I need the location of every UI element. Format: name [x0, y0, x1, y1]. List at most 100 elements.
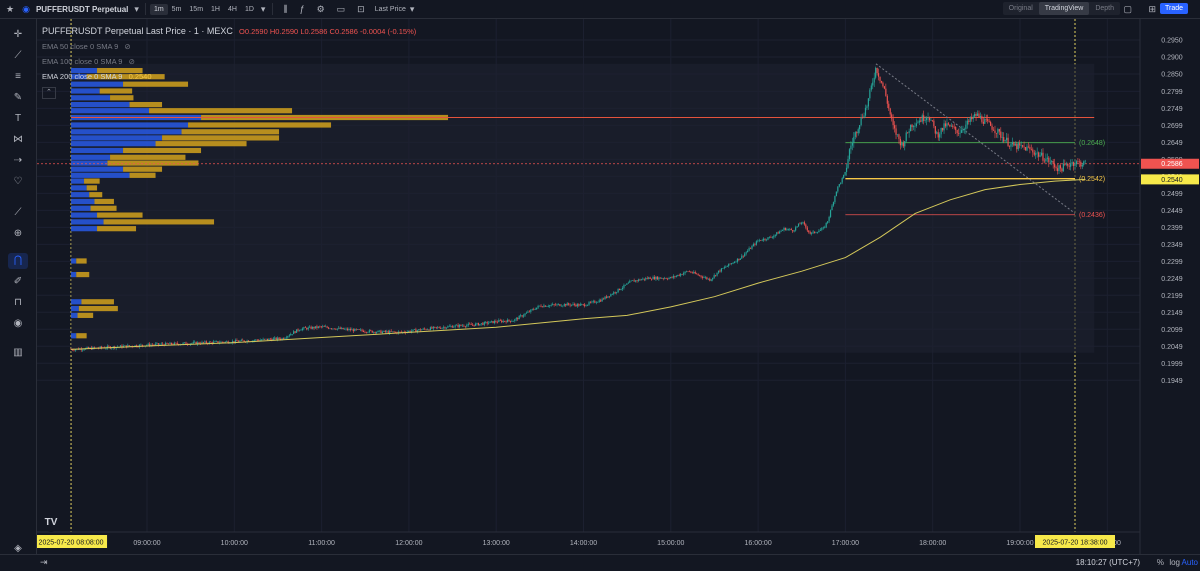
- candle-body: [454, 325, 456, 327]
- timeframe-1m[interactable]: 1m: [149, 3, 168, 15]
- candle-body: [415, 329, 417, 332]
- candles: [70, 66, 1086, 352]
- timeframe-1d[interactable]: 1D: [244, 5, 254, 13]
- candle-body: [447, 326, 449, 328]
- vp-bar-down: [110, 154, 186, 160]
- trash-icon[interactable]: ▥: [13, 347, 23, 358]
- candle-body: [602, 298, 605, 300]
- candle-body: [93, 347, 95, 348]
- settings-icon[interactable]: ⚙: [316, 4, 325, 14]
- pattern-icon[interactable]: ⋈: [13, 134, 23, 145]
- percent-toggle[interactable]: %: [1156, 558, 1164, 567]
- eye-off-icon[interactable]: ⊘: [128, 57, 135, 66]
- magnet-icon[interactable]: ⋂: [8, 253, 28, 269]
- candle-body: [290, 334, 292, 336]
- candle-body: [1017, 143, 1019, 150]
- price-source-dropdown[interactable]: Last Price: [374, 5, 406, 13]
- timeframe-1h[interactable]: 1H: [211, 5, 220, 13]
- volume-profile: [71, 67, 449, 339]
- candle-body: [1042, 152, 1044, 161]
- candle-body: [153, 344, 155, 346]
- log-toggle[interactable]: log: [1169, 558, 1180, 567]
- clock: 18:10:27 (UTC+7): [1075, 558, 1140, 567]
- candle-body: [685, 271, 688, 273]
- tab-tradingview[interactable]: TradingView: [1038, 2, 1090, 15]
- timeframe-15m[interactable]: 15m: [189, 5, 204, 13]
- collapse-legend-icon[interactable]: ⌃: [42, 87, 56, 99]
- vp-bar-up: [71, 219, 104, 225]
- candle-body: [959, 132, 961, 134]
- time-tick-label: 15:00:00: [657, 540, 684, 547]
- time-axis[interactable]: 09:00:00 10:00:00 11:00:00 12:00:00 13:00:00…: [35, 531, 1140, 548]
- candle-body: [840, 182, 842, 185]
- candle-body: [944, 123, 947, 127]
- candle-body: [790, 228, 792, 231]
- candle-body: [965, 124, 967, 130]
- candle-body: [373, 331, 375, 333]
- calendar-icon[interactable]: ⇥: [40, 557, 48, 567]
- ruler-icon[interactable]: ⟋: [14, 207, 22, 218]
- layout-grid-icon[interactable]: ⊞: [1148, 4, 1156, 14]
- candle-body: [939, 134, 941, 138]
- auto-toggle[interactable]: Auto: [1181, 558, 1198, 567]
- candle-body: [940, 127, 942, 135]
- candle-body: [729, 263, 731, 265]
- heart-icon[interactable]: ♡: [13, 176, 23, 187]
- chevron-down-icon[interactable]: ▾: [409, 4, 415, 14]
- candle-body: [127, 345, 129, 348]
- layout-icon[interactable]: ▭: [336, 4, 346, 14]
- candle-body: [632, 280, 634, 281]
- ema50-legend[interactable]: EMA 50 close 0 SMA 9: [42, 42, 119, 51]
- timeframe-5m[interactable]: 5m: [171, 5, 182, 13]
- horizontal-lines-icon[interactable]: ≡: [15, 71, 21, 82]
- trendline-icon[interactable]: ⟋: [14, 50, 22, 61]
- price-tick-label: 0.2299: [1161, 259, 1183, 266]
- lock-icon[interactable]: ⊓: [14, 297, 22, 308]
- price-tick-label: 0.2049: [1161, 344, 1183, 351]
- tab-original[interactable]: Original: [1008, 5, 1033, 12]
- chevron-down-icon[interactable]: ▾: [134, 4, 139, 14]
- chevron-down-icon[interactable]: ▾: [260, 4, 266, 14]
- chart-legend: PUFFERUSDT Perpetual Last Price · 1 · ME…: [42, 24, 416, 99]
- candle-body: [128, 345, 130, 347]
- lock-drawing-icon[interactable]: ✐: [13, 276, 23, 287]
- ema-price-label: 0.2540: [1161, 177, 1183, 184]
- candle-type-icon[interactable]: ⫼: [283, 4, 288, 14]
- tab-depth[interactable]: Depth: [1095, 5, 1114, 12]
- layers-icon[interactable]: ◈: [14, 543, 22, 554]
- eye-off-icon[interactable]: ⊘: [124, 42, 131, 51]
- price-axis[interactable]: 0.2950 0.2900 0.2850 0.2799 0.2749 0.2699 0.26…: [1139, 19, 1199, 554]
- candle-body: [269, 338, 271, 340]
- fullscreen-icon[interactable]: ▢: [1123, 4, 1132, 14]
- candle-body: [285, 337, 287, 339]
- candle-body: [268, 338, 270, 340]
- brush-icon[interactable]: ✎: [13, 92, 23, 103]
- vp-bar-up: [71, 299, 82, 305]
- candle-body: [796, 226, 798, 228]
- candle-body: [893, 125, 896, 129]
- star-icon[interactable]: ★: [6, 4, 15, 14]
- text-icon[interactable]: T: [14, 113, 22, 124]
- timeframe-4h[interactable]: 4H: [227, 5, 237, 13]
- candle-body: [927, 117, 929, 119]
- indicators-icon[interactable]: ƒ: [299, 4, 305, 14]
- candle-body: [169, 342, 171, 345]
- crosshair-icon[interactable]: ✛: [13, 29, 23, 40]
- ema100-legend[interactable]: EMA 100 close 0 SMA 9: [42, 57, 123, 66]
- candle-body: [434, 326, 436, 328]
- ema200-legend[interactable]: EMA 200 close 0 SMA 9: [42, 72, 123, 81]
- trade-button[interactable]: Trade: [1159, 3, 1188, 14]
- zoom-icon[interactable]: ⊕: [13, 228, 23, 239]
- candle-body: [364, 331, 366, 333]
- candle-body: [336, 328, 338, 330]
- symbol-selector[interactable]: PUFFERUSDT Perpetual: [35, 4, 129, 14]
- camera-icon[interactable]: ⊡: [357, 4, 365, 14]
- candle-body: [160, 343, 162, 345]
- eye-icon[interactable]: ◉: [13, 318, 23, 329]
- candle-body: [287, 336, 289, 338]
- prediction-icon[interactable]: ⇢: [13, 155, 23, 166]
- candle-body: [380, 330, 382, 334]
- candle-body: [731, 263, 733, 265]
- start-time-label: 2025-07-20 08:08:00: [39, 540, 104, 547]
